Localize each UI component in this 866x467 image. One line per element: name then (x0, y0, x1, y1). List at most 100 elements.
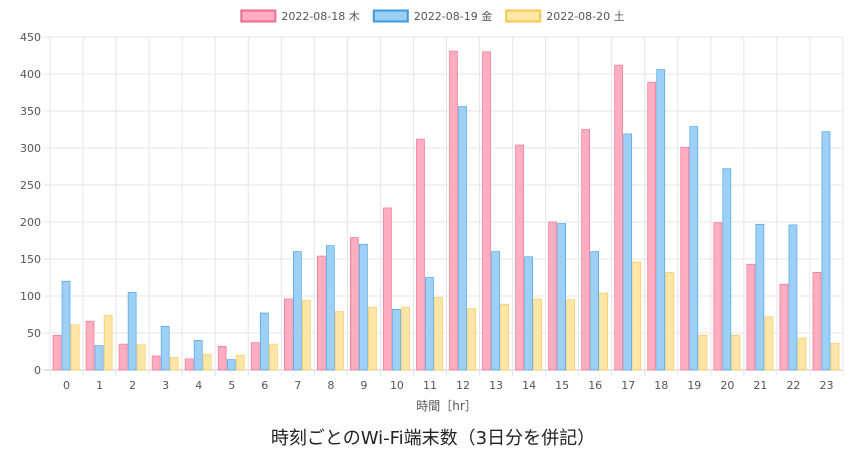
x-tick-label: 5 (228, 379, 235, 392)
bar-10-series-0 (383, 207, 392, 371)
legend-label-0: 2022-08-18 木 (281, 10, 359, 23)
bar-11-series-1 (425, 277, 434, 371)
legend-swatch-2 (505, 9, 542, 23)
chart-legend: 2022-08-18 木 2022-08-19 金 2022-08-20 土 (240, 9, 625, 23)
x-tick-label: 22 (786, 379, 800, 392)
bar-19-series-1 (689, 126, 699, 371)
y-tick-label: 250 (20, 179, 41, 192)
bar-6-series-1 (259, 312, 269, 371)
bar-10-series-2 (401, 306, 410, 371)
y-tick-label: 200 (20, 216, 41, 229)
bar-22-series-2 (797, 337, 807, 371)
x-tick-label: 10 (390, 379, 404, 392)
chart-grid (44, 36, 844, 376)
bar-5-series-0 (217, 346, 227, 371)
x-tick-label: 15 (555, 379, 569, 392)
bar-1-series-1 (94, 345, 104, 371)
bar-10-series-1 (392, 309, 401, 371)
x-tick-label: 1 (96, 379, 103, 392)
x-tick-label: 8 (327, 379, 334, 392)
bar-8-series-0 (317, 255, 326, 371)
bar-chart: 2022-08-18 木 2022-08-19 金 2022-08-20 土 050… (20, 9, 844, 413)
bar-21-series-1 (755, 223, 765, 371)
x-tick-label: 17 (621, 379, 635, 392)
y-tick-label: 100 (20, 290, 41, 303)
legend-label-2: 2022-08-20 土 (546, 10, 624, 23)
x-tick-label: 3 (162, 379, 169, 392)
bar-1-series-0 (85, 320, 95, 371)
y-tick-label: 450 (20, 31, 41, 44)
bar-7-series-2 (302, 300, 311, 371)
bar-6-series-0 (250, 342, 260, 371)
y-tick-label: 300 (20, 142, 41, 155)
x-tick-label: 18 (654, 379, 668, 392)
bar-13-series-0 (482, 51, 491, 371)
bar-3-series-2 (169, 357, 179, 371)
bar-17-series-1 (623, 133, 633, 371)
y-tick-label: 0 (34, 364, 41, 377)
bar-14-series-2 (533, 298, 542, 371)
x-tick-label: 12 (456, 379, 470, 392)
bar-17-series-2 (632, 261, 642, 371)
bar-23-series-0 (812, 272, 822, 371)
bar-3-series-0 (151, 355, 161, 371)
figure-caption: 時刻ごとのWi-Fi端末数（3日分を併記） (270, 428, 596, 449)
bar-4-series-2 (202, 354, 212, 371)
bar-20-series-0 (713, 222, 723, 371)
bar-1-series-2 (103, 314, 113, 371)
bar-18-series-2 (665, 272, 675, 371)
legend-label-1: 2022-08-19 金 (414, 9, 492, 23)
bar-16-series-2 (599, 292, 609, 371)
x-tick-label: 7 (294, 379, 301, 392)
bar-7-series-0 (283, 298, 293, 371)
bar-16-series-0 (581, 129, 590, 371)
chart-bars (52, 50, 840, 371)
bar-9-series-2 (368, 306, 377, 371)
x-tick-label: 2 (129, 379, 136, 392)
bar-23-series-1 (821, 131, 831, 371)
bar-11-series-2 (434, 297, 443, 371)
bar-19-series-0 (680, 146, 690, 371)
bar-13-series-1 (491, 251, 500, 371)
bar-2-series-1 (127, 291, 137, 371)
y-tick-label: 400 (20, 68, 41, 81)
bar-12-series-1 (458, 106, 467, 371)
legend-swatch-0 (240, 9, 277, 23)
bar-4-series-0 (184, 358, 194, 371)
x-tick-label: 16 (588, 379, 602, 392)
bar-22-series-1 (788, 224, 798, 371)
bar-15-series-1 (557, 223, 566, 371)
y-tick-label: 50 (27, 327, 41, 340)
bar-16-series-1 (590, 251, 600, 371)
bar-8-series-1 (326, 245, 335, 371)
bar-0-series-2 (70, 324, 80, 371)
bar-2-series-0 (118, 343, 128, 371)
bar-0-series-0 (52, 334, 62, 371)
bar-0-series-1 (61, 280, 71, 371)
x-axis-title: 時間［hr］ (416, 399, 477, 413)
bar-11-series-0 (416, 138, 425, 371)
bar-12-series-0 (449, 50, 458, 371)
bar-21-series-2 (764, 316, 774, 371)
bar-15-series-0 (548, 221, 557, 371)
bar-9-series-0 (350, 237, 359, 371)
x-tick-label: 0 (63, 379, 70, 392)
bar-21-series-0 (746, 263, 756, 371)
bar-14-series-0 (515, 144, 524, 371)
x-tick-label: 20 (720, 379, 734, 392)
bar-23-series-2 (830, 343, 840, 371)
bar-19-series-2 (698, 334, 708, 371)
x-tick-label: 13 (489, 379, 503, 392)
bar-3-series-1 (160, 326, 170, 371)
bar-22-series-0 (779, 283, 789, 371)
x-tick-label: 21 (753, 379, 767, 392)
y-tick-label: 150 (20, 253, 41, 266)
x-tick-label: 9 (360, 379, 367, 392)
bar-5-series-2 (235, 354, 245, 371)
bar-18-series-0 (647, 81, 657, 371)
x-tick-label: 6 (261, 379, 268, 392)
bar-18-series-1 (656, 69, 666, 371)
bar-4-series-1 (193, 340, 203, 371)
bar-20-series-2 (731, 334, 741, 371)
x-tick-label: 14 (522, 379, 536, 392)
